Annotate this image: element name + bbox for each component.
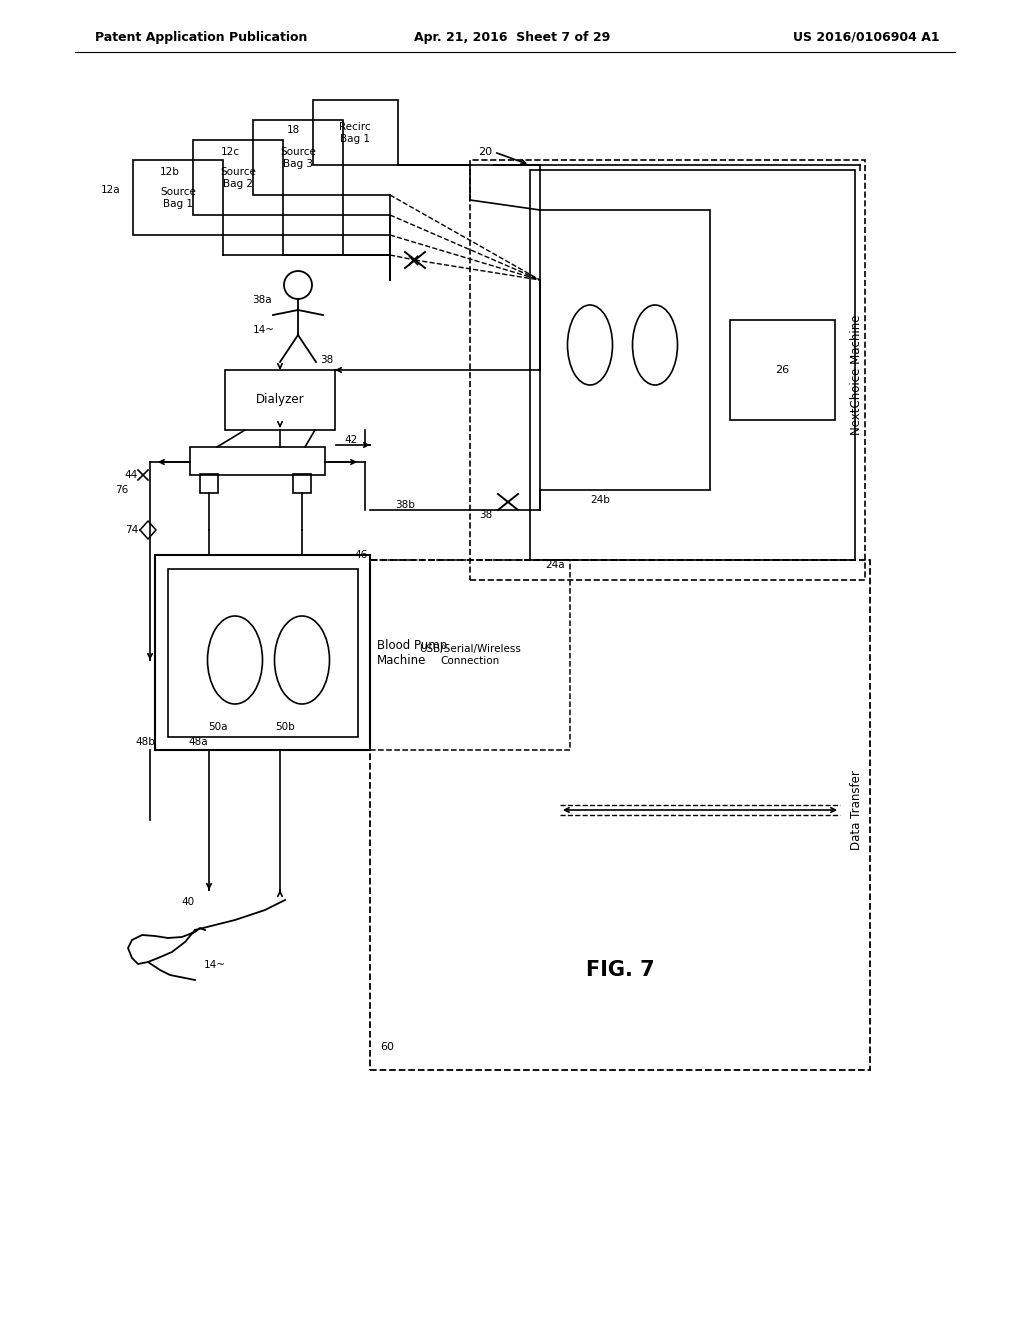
Bar: [253, 120, 343, 195]
Text: 44: 44: [125, 470, 138, 480]
Text: ✕: ✕: [406, 253, 421, 271]
Text: 12a: 12a: [100, 185, 120, 195]
Text: 14~: 14~: [204, 960, 226, 970]
Bar: [313, 100, 398, 165]
Text: FIG. 7: FIG. 7: [586, 960, 654, 979]
Text: 60: 60: [380, 1041, 394, 1052]
Text: 40: 40: [182, 898, 195, 907]
Bar: [133, 160, 223, 235]
Text: Apr. 21, 2016  Sheet 7 of 29: Apr. 21, 2016 Sheet 7 of 29: [414, 30, 610, 44]
Bar: [730, 319, 835, 420]
Bar: [190, 447, 325, 475]
Bar: [370, 560, 570, 750]
Text: Dialyzer: Dialyzer: [256, 393, 304, 407]
Text: 48a: 48a: [188, 737, 208, 747]
Text: 24b: 24b: [590, 495, 610, 506]
Text: 38a: 38a: [252, 294, 272, 305]
Bar: [193, 140, 283, 215]
Text: 38: 38: [479, 510, 492, 520]
Text: Source
Bag 2: Source Bag 2: [220, 168, 256, 189]
Text: 74: 74: [125, 525, 138, 535]
Text: 42: 42: [345, 436, 358, 445]
Text: 48b: 48b: [135, 737, 155, 747]
Bar: [370, 560, 870, 1071]
Text: 12b: 12b: [160, 168, 180, 177]
Bar: [200, 474, 218, 492]
Text: Blood Pump
Machine: Blood Pump Machine: [377, 639, 447, 667]
Bar: [530, 170, 855, 560]
Bar: [225, 370, 335, 430]
Text: 18: 18: [287, 125, 300, 135]
Text: Source
Bag 1: Source Bag 1: [160, 187, 196, 209]
Bar: [168, 569, 358, 737]
Text: 76: 76: [115, 484, 128, 495]
Text: 50a: 50a: [208, 722, 227, 733]
Text: 46: 46: [354, 550, 368, 560]
Text: US 2016/0106904 A1: US 2016/0106904 A1: [794, 30, 940, 44]
Text: 20: 20: [478, 147, 493, 157]
Text: 50b: 50b: [275, 722, 295, 733]
Text: 14~: 14~: [253, 325, 275, 335]
Bar: [293, 474, 311, 492]
Text: 12c: 12c: [221, 147, 240, 157]
Bar: [155, 554, 370, 750]
Text: USB/Serial/Wireless
Connection: USB/Serial/Wireless Connection: [419, 644, 521, 665]
Bar: [540, 210, 710, 490]
Text: 38: 38: [319, 355, 333, 366]
Bar: [470, 160, 865, 579]
Text: 38b: 38b: [395, 500, 415, 510]
Text: Source
Bag 3: Source Bag 3: [280, 148, 316, 169]
Text: NextChoice Machine: NextChoice Machine: [850, 314, 863, 436]
Text: Data Transfer: Data Transfer: [850, 770, 863, 850]
Text: 26: 26: [775, 366, 790, 375]
Text: Recirc
Bag 1: Recirc Bag 1: [339, 123, 371, 144]
Text: Patent Application Publication: Patent Application Publication: [95, 30, 307, 44]
Text: 24a: 24a: [545, 560, 564, 570]
